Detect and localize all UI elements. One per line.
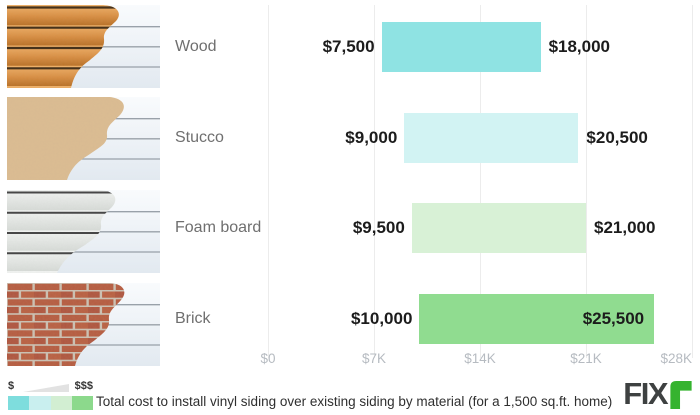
stucco-siding-thumbnail <box>7 97 160 180</box>
min-value-label: $7,500 <box>322 37 375 56</box>
gridline <box>692 5 693 358</box>
x-axis-tick-label: $14K <box>464 351 496 366</box>
row-label-foam-board: Foam board <box>175 219 262 236</box>
x-axis-tick-label: $7K <box>361 351 387 366</box>
bar-row-stucco: $9,000 $20,500 <box>0 112 700 163</box>
min-value-label: $10,000 <box>350 308 413 328</box>
legend-max-symbol: $$$ <box>74 380 93 392</box>
bar-row-foam-board: $9,500 $21,000 <box>0 203 700 253</box>
range-bar[interactable] <box>419 293 655 344</box>
row-label-stucco: Stucco <box>175 128 224 146</box>
x-axis-tick-label: $21K <box>570 351 602 366</box>
max-value-label: $20,500 <box>586 127 648 147</box>
cost-wedge-icon <box>23 384 69 392</box>
min-value-label: $9,500 <box>352 218 405 237</box>
legend-min-symbol: $ <box>8 380 15 392</box>
x-axis-tick-label: $28K <box>660 351 692 366</box>
min-value-label: $9,000 <box>345 127 398 147</box>
foam-board-siding-thumbnail <box>7 190 160 273</box>
gridline <box>480 5 481 358</box>
row-label-brick: Brick <box>175 309 211 327</box>
legend-swatch <box>29 396 51 410</box>
cost-scale-legend: $ $$$ <box>8 379 93 410</box>
fixr-logo-text: FIX <box>623 376 668 411</box>
range-bar[interactable] <box>404 112 579 163</box>
max-value-label: $25,500 <box>582 308 645 328</box>
x-axis-tick-label: $0 <box>260 351 276 366</box>
gridline <box>586 5 587 358</box>
max-value-label: $18,000 <box>548 37 611 56</box>
brick-siding-thumbnail <box>7 283 160 366</box>
fixr-logo-r-icon <box>670 381 692 414</box>
legend-swatch <box>8 396 30 410</box>
gridline <box>374 5 375 358</box>
max-value-label: $21,000 <box>594 218 656 237</box>
gridline <box>268 5 269 358</box>
range-bar[interactable] <box>411 203 586 253</box>
wood-siding-thumbnail <box>7 5 160 88</box>
legend-color-scale <box>8 396 93 410</box>
range-bar[interactable] <box>381 22 541 72</box>
fixr-logo[interactable]: FIX <box>623 376 692 414</box>
bar-row-wood: $7,500 $18,000 <box>0 22 700 72</box>
chart-caption: Total cost to install vinyl siding over … <box>96 394 613 409</box>
bar-row-brick: $10,000 $25,500 <box>0 293 700 344</box>
legend-swatch <box>71 396 93 410</box>
legend-swatch <box>50 396 72 410</box>
row-label-wood: Wood <box>175 38 217 55</box>
